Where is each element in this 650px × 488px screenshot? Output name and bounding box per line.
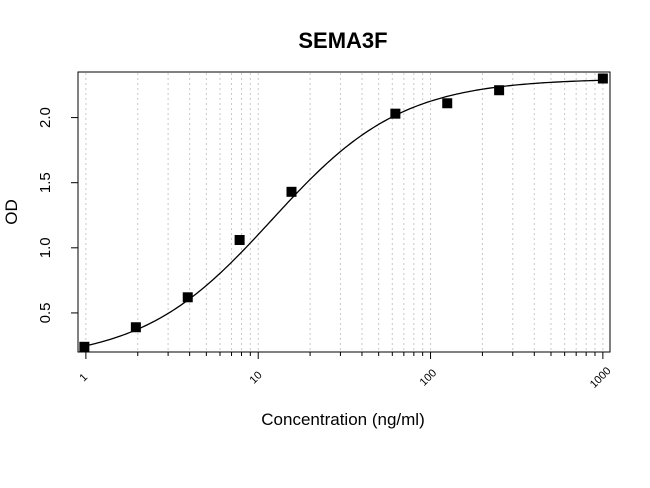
x-tick-label-1000: 1000	[588, 365, 614, 391]
data-point-6	[442, 98, 453, 109]
y-axis: 0.5 1.0 1.5 2.0	[37, 107, 78, 323]
data-point-5	[390, 108, 401, 119]
x-tick-label-100: 100	[418, 367, 439, 388]
fit-curve-layer	[81, 79, 603, 348]
data-points-layer	[79, 73, 608, 352]
plot-frame	[77, 71, 611, 353]
x-axis-label: Concentration (ng/ml)	[261, 410, 424, 429]
data-point-7	[494, 85, 505, 96]
x-tick-label-1: 1	[77, 371, 90, 384]
x-axis: 1 10 100 1000	[77, 352, 614, 391]
data-point-4	[286, 186, 297, 197]
y-tick-label-1.0: 1.0	[37, 237, 54, 258]
x-tick-label-10: 10	[248, 369, 265, 386]
y-tick-label-2.0: 2.0	[37, 107, 54, 128]
fit-curve	[81, 79, 603, 348]
grid-layer	[85, 73, 604, 351]
data-point-3	[234, 235, 245, 245]
data-point-8	[597, 73, 608, 84]
y-tick-label-0.5: 0.5	[37, 303, 54, 324]
data-point-1	[130, 322, 141, 333]
data-point-2	[182, 292, 193, 303]
data-point-0	[79, 341, 90, 352]
y-axis-label: OD	[2, 199, 21, 225]
chart-title: SEMA3F	[298, 28, 387, 53]
y-tick-label-1.5: 1.5	[37, 172, 54, 193]
